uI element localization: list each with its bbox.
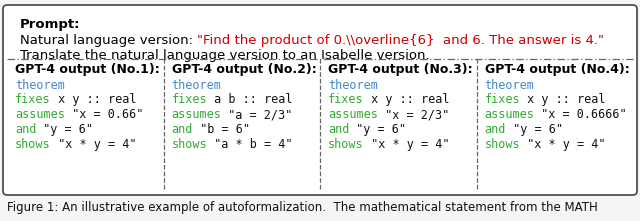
Text: "x = 2/3": "x = 2/3" <box>378 108 449 121</box>
Text: "b = 6": "b = 6" <box>193 123 250 136</box>
Text: "x * y = 4": "x * y = 4" <box>364 138 449 151</box>
Text: "y = 6": "y = 6" <box>506 123 563 136</box>
Text: GPT-4 output (No.4):: GPT-4 output (No.4): <box>484 63 629 76</box>
Text: Figure 1: An illustrative example of autoformalization.  The mathematical statem: Figure 1: An illustrative example of aut… <box>7 201 598 214</box>
Text: theorem: theorem <box>328 79 378 92</box>
Text: x y :: real: x y :: real <box>51 93 136 107</box>
Text: "x * y = 4": "x * y = 4" <box>520 138 605 151</box>
Text: fixes: fixes <box>328 93 364 107</box>
Text: "x = 0.6666": "x = 0.6666" <box>534 108 627 121</box>
Text: "Find the product of 0.\\overline{6}  and 6. The answer is 4.": "Find the product of 0.\\overline{6} and… <box>197 34 604 46</box>
Text: "a = 2/3": "a = 2/3" <box>221 108 292 121</box>
Text: a b :: real: a b :: real <box>207 93 292 107</box>
Text: "y = 6": "y = 6" <box>349 123 406 136</box>
Text: assumes: assumes <box>328 108 378 121</box>
Text: fixes: fixes <box>172 93 207 107</box>
Text: theorem: theorem <box>484 79 534 92</box>
Text: theorem: theorem <box>15 79 65 92</box>
Text: x y :: real: x y :: real <box>520 93 605 107</box>
Text: shows: shows <box>15 138 51 151</box>
Text: GPT-4 output (No.3):: GPT-4 output (No.3): <box>328 63 472 76</box>
Text: Translate the natural language version to an Isabelle version.: Translate the natural language version t… <box>20 49 429 62</box>
Text: x y :: real: x y :: real <box>364 93 449 107</box>
Text: "x * y = 4": "x * y = 4" <box>51 138 136 151</box>
Text: assumes: assumes <box>15 108 65 121</box>
Text: fixes: fixes <box>484 93 520 107</box>
Text: and: and <box>15 123 36 136</box>
Text: GPT-4 output (No.1):: GPT-4 output (No.1): <box>15 63 160 76</box>
Text: and: and <box>484 123 506 136</box>
FancyBboxPatch shape <box>3 5 637 195</box>
Text: "a * b = 4": "a * b = 4" <box>207 138 292 151</box>
Text: "x = 0.66": "x = 0.66" <box>65 108 143 121</box>
Text: shows: shows <box>172 138 207 151</box>
Text: shows: shows <box>484 138 520 151</box>
Text: theorem: theorem <box>172 79 221 92</box>
Text: assumes: assumes <box>172 108 221 121</box>
Text: "y = 6": "y = 6" <box>36 123 93 136</box>
Text: and: and <box>172 123 193 136</box>
Text: Natural language version:: Natural language version: <box>20 34 197 46</box>
Text: Prompt:: Prompt: <box>20 18 81 31</box>
Text: fixes: fixes <box>15 93 51 107</box>
Text: and: and <box>328 123 349 136</box>
Text: GPT-4 output (No.2):: GPT-4 output (No.2): <box>172 63 316 76</box>
Text: shows: shows <box>328 138 364 151</box>
Text: assumes: assumes <box>484 108 534 121</box>
